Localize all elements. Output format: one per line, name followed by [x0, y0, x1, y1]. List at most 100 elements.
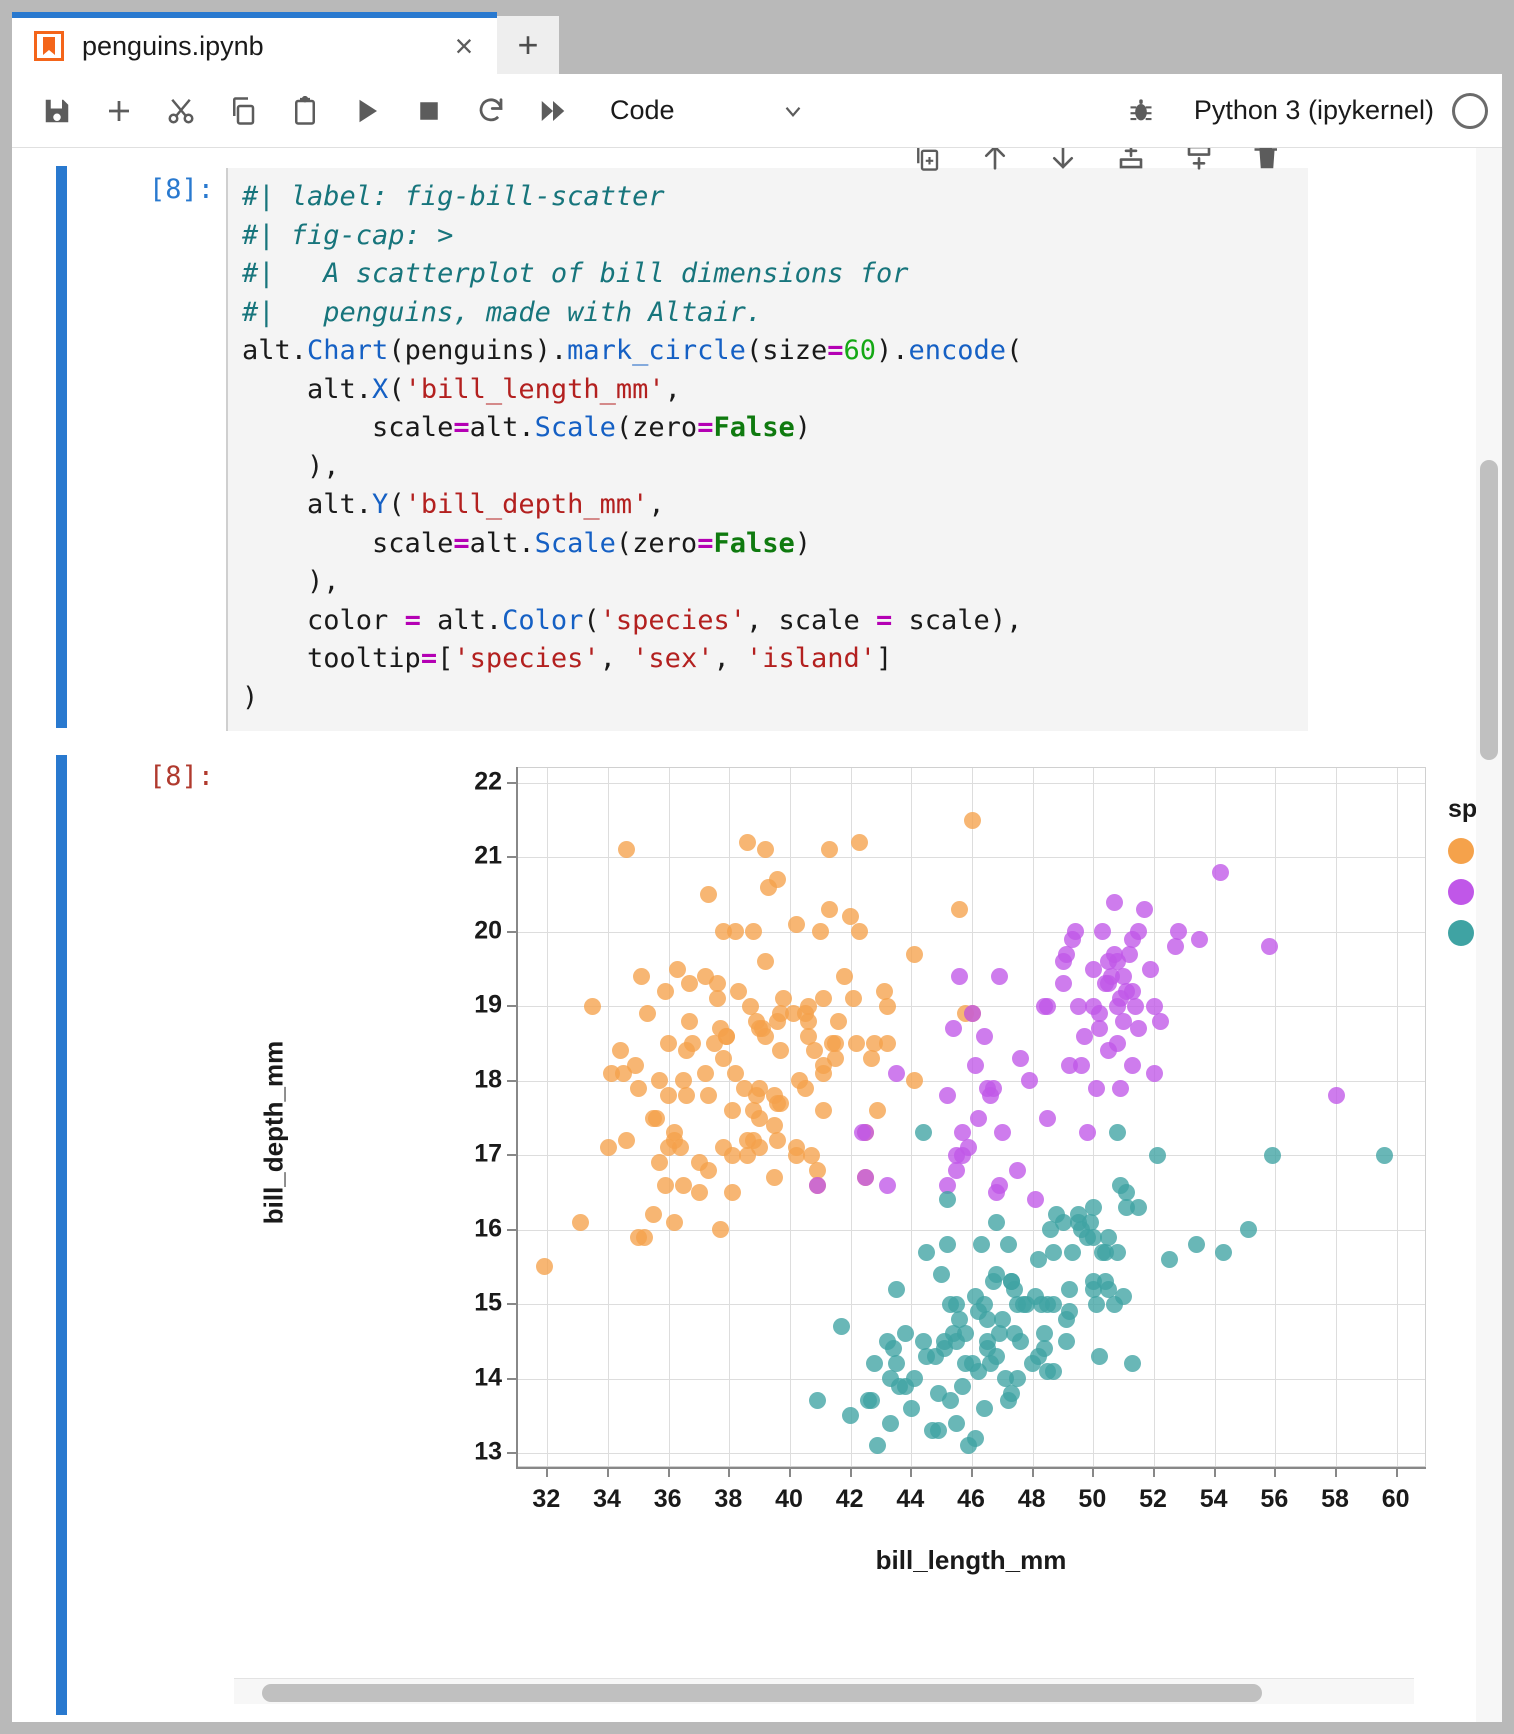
horizontal-scrollbar-thumb[interactable]: [262, 1684, 1262, 1702]
restart-run-all-button[interactable]: [522, 80, 584, 142]
scatter-point[interactable]: [842, 1407, 860, 1425]
scatter-point[interactable]: [957, 1325, 975, 1343]
plot-area[interactable]: [516, 767, 1426, 1467]
code-cell-input[interactable]: [8]: #| label: fig-bill-scatter #| fig-ca…: [12, 148, 1502, 731]
scatter-point[interactable]: [1009, 1161, 1026, 1179]
scatter-point[interactable]: [1090, 1020, 1108, 1038]
scatter-point[interactable]: [645, 1206, 662, 1224]
scatter-point[interactable]: [954, 1124, 972, 1142]
scatter-point[interactable]: [993, 1124, 1011, 1142]
scatter-point[interactable]: [666, 1124, 684, 1142]
scatter-point[interactable]: [751, 1079, 769, 1097]
scatter-point[interactable]: [1027, 1191, 1045, 1209]
scatter-point[interactable]: [814, 1064, 832, 1082]
scatter-point[interactable]: [708, 975, 726, 993]
scatter-point[interactable]: [666, 1213, 684, 1231]
scatter-point[interactable]: [1130, 1020, 1148, 1038]
scatter-point[interactable]: [611, 1042, 629, 1060]
scatter-point[interactable]: [887, 1064, 905, 1082]
scatter-point[interactable]: [1130, 923, 1148, 941]
scatter-point[interactable]: [887, 1280, 905, 1298]
scatter-point[interactable]: [963, 811, 981, 829]
move-cell-up-icon[interactable]: [978, 148, 1012, 174]
tab-penguins-ipynb[interactable]: penguins.ipynb ×: [12, 12, 497, 74]
scatter-point[interactable]: [1166, 938, 1184, 956]
scatter-point[interactable]: [942, 1392, 960, 1410]
scatter-point[interactable]: [675, 1072, 693, 1090]
scatter-point[interactable]: [1118, 982, 1136, 1000]
scatter-point[interactable]: [905, 1072, 923, 1090]
scatter-point[interactable]: [851, 923, 869, 941]
scatter-point[interactable]: [808, 1392, 826, 1410]
scatter-point[interactable]: [966, 1057, 984, 1075]
scatter-point[interactable]: [1115, 1288, 1133, 1306]
scatter-point[interactable]: [1069, 997, 1087, 1015]
scatter-point[interactable]: [1112, 1079, 1130, 1097]
scatter-point[interactable]: [787, 1146, 805, 1164]
code-editor[interactable]: #| label: fig-bill-scatter #| fig-cap: > #…: [226, 168, 1308, 731]
scatter-point[interactable]: [757, 953, 775, 971]
scatter-point[interactable]: [878, 1332, 896, 1350]
scatter-point[interactable]: [1145, 997, 1163, 1015]
scatter-point[interactable]: [951, 1310, 969, 1328]
scatter-point[interactable]: [772, 1094, 790, 1112]
scatter-point[interactable]: [984, 1079, 1002, 1097]
scatter-point[interactable]: [799, 1012, 817, 1030]
scatter-point[interactable]: [1239, 1221, 1257, 1239]
scatter-point[interactable]: [869, 1437, 887, 1455]
scatter-point[interactable]: [830, 1012, 848, 1030]
scatter-point[interactable]: [866, 1355, 884, 1373]
scatter-point[interactable]: [796, 1079, 814, 1097]
bug-icon[interactable]: [1110, 80, 1172, 142]
scatter-point[interactable]: [987, 1347, 1005, 1365]
scatter-point[interactable]: [1109, 1243, 1127, 1261]
scatter-point[interactable]: [1066, 923, 1084, 941]
scatter-point[interactable]: [1045, 1362, 1063, 1380]
scatter-point[interactable]: [1109, 1124, 1127, 1142]
scatter-point[interactable]: [751, 1139, 769, 1157]
scatter-point[interactable]: [681, 1012, 699, 1030]
scatter-point[interactable]: [699, 1161, 717, 1179]
scatter-point[interactable]: [878, 1035, 896, 1053]
insert-cell-button[interactable]: [88, 80, 150, 142]
scatter-point[interactable]: [805, 1042, 823, 1060]
scatter-point[interactable]: [711, 1221, 729, 1239]
scatter-point[interactable]: [1100, 975, 1117, 993]
scatter-point[interactable]: [851, 833, 869, 851]
scatter-point[interactable]: [945, 1020, 963, 1038]
scatter-point[interactable]: [1106, 893, 1124, 911]
scatter-point[interactable]: [617, 1131, 635, 1149]
scatter-point[interactable]: [1100, 1280, 1117, 1298]
scatter-point[interactable]: [963, 1005, 981, 1023]
scatter-point[interactable]: [1145, 1064, 1163, 1082]
scatter-point[interactable]: [766, 1116, 784, 1134]
scatter-point[interactable]: [975, 1295, 993, 1313]
scatter-point[interactable]: [1093, 923, 1111, 941]
scatter-point[interactable]: [939, 1087, 957, 1105]
scatter-point[interactable]: [1054, 1213, 1072, 1231]
scatter-point[interactable]: [1130, 1198, 1148, 1216]
scatter-point[interactable]: [1090, 1347, 1108, 1365]
scatter-point[interactable]: [881, 1414, 899, 1432]
scatter-point[interactable]: [836, 968, 854, 985]
scatter-point[interactable]: [675, 1176, 693, 1194]
scatter-point[interactable]: [638, 1005, 656, 1023]
scatter-point[interactable]: [1012, 1049, 1030, 1067]
scatter-point[interactable]: [1142, 960, 1160, 978]
scatter-point[interactable]: [975, 1027, 993, 1045]
scatter-point[interactable]: [1109, 1035, 1127, 1053]
scatter-point[interactable]: [690, 1183, 708, 1201]
scatter-point[interactable]: [1121, 945, 1139, 963]
scatter-point[interactable]: [975, 1399, 993, 1417]
scatter-point[interactable]: [1063, 1243, 1081, 1261]
scatter-point[interactable]: [684, 1035, 702, 1053]
scatter-point[interactable]: [842, 908, 860, 926]
scatter-point[interactable]: [1021, 1072, 1039, 1090]
scatter-point[interactable]: [572, 1213, 590, 1231]
scatter-point[interactable]: [808, 1161, 826, 1179]
scatter-point[interactable]: [996, 1370, 1014, 1388]
scatter-point[interactable]: [1260, 938, 1278, 956]
scatter-point[interactable]: [948, 1161, 966, 1179]
scatter-point[interactable]: [766, 1169, 784, 1187]
cell-type-select[interactable]: Code: [610, 85, 806, 137]
